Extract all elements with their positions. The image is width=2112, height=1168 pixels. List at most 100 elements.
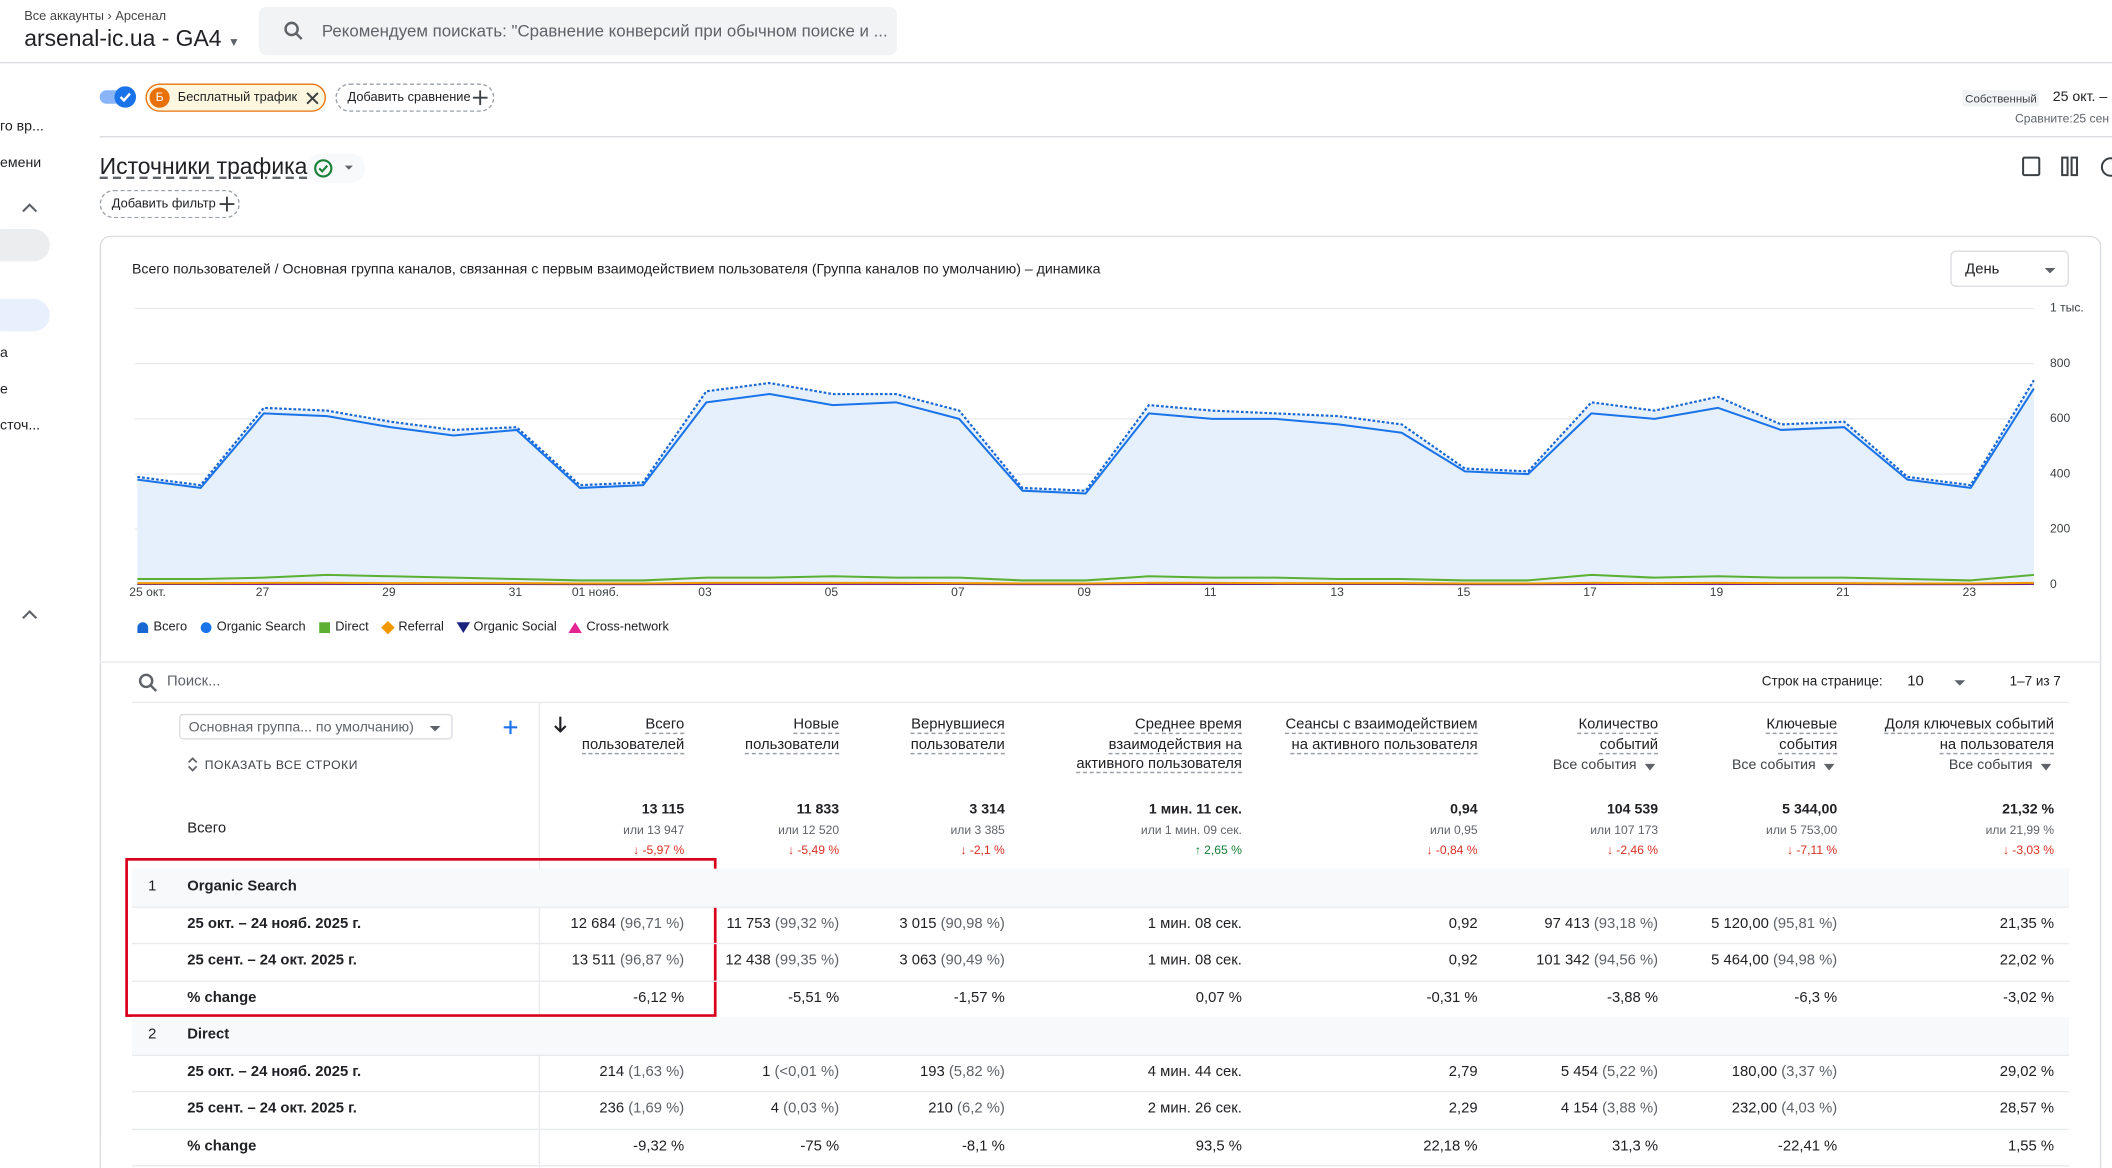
table-cell: 28,57 % (2000, 1100, 2054, 1116)
cell-share: (6,2 %) (957, 1100, 1005, 1117)
x-tick-label: 09 (1078, 585, 1092, 599)
legend-item[interactable]: Всего (136, 620, 187, 634)
legend-item[interactable]: Cross-network (568, 619, 669, 635)
cell-value: -75 % (800, 1137, 840, 1154)
toggle[interactable] (99, 86, 138, 108)
table-cell: -3,02 % (2003, 989, 2054, 1005)
total-compare: или 3 385 (950, 822, 1005, 837)
chip-label[interactable]: Бесплатный трафик (177, 90, 298, 106)
dropdown-caret[interactable] (1953, 679, 1966, 687)
compare-range[interactable]: Сравните:25 сен (2015, 111, 2110, 126)
dropdown-caret[interactable] (1644, 763, 1656, 771)
series-line (137, 387, 2035, 495)
cell-value: 2 мин. 26 сек. (1147, 1100, 1242, 1117)
total-compare: или 0,95 (1430, 822, 1478, 837)
legend-item[interactable]: Organic Social (456, 620, 557, 634)
granularity-value[interactable]: День (1965, 261, 2000, 278)
add-comparison[interactable]: Добавить сравнение (335, 83, 495, 112)
breadcrumb-item[interactable]: Арсенал (115, 9, 167, 25)
column-header[interactable]: Всего пользователей (576, 715, 684, 754)
total-change: ↓ -5,97 % (633, 843, 685, 857)
cell-share: (90,98 %) (940, 915, 1005, 932)
cell-value: 29,02 % (1999, 1063, 2055, 1080)
nav-item[interactable]: а (0, 344, 8, 361)
column-title: Всего пользователей (581, 716, 685, 753)
column-header[interactable]: Вернувшиеся пользователи (897, 715, 1005, 754)
property-selector[interactable]: arsenal-ic.ua - GA4 ▼ (24, 26, 240, 53)
add-comparison-label[interactable]: Добавить сравнение (347, 90, 471, 106)
column-header[interactable]: Новые пользователи (731, 715, 839, 754)
cell-value: 5 120,00 (1711, 915, 1769, 932)
granularity-select[interactable]: День (1950, 250, 2069, 287)
legend-item[interactable]: Referral (380, 620, 444, 634)
show-all-rows[interactable]: ПОКАЗАТЬ ВСЕ СТРОКИ (204, 758, 358, 772)
table-cell: 5 464,00 (94,98 %) (1711, 952, 1837, 968)
column-header[interactable]: Среднее время взаимодействия на активног… (1072, 715, 1242, 774)
collapse-icon[interactable] (20, 202, 39, 215)
legend-item[interactable]: Organic Search (199, 620, 306, 634)
column-header[interactable]: Доля ключевых событий на пользователя (1879, 715, 2054, 754)
breadcrumb[interactable]: Все аккаунты › Арсенал (24, 9, 166, 24)
table-cell: -5,51 % (788, 989, 839, 1005)
total-change: ↓ -7,11 % (1786, 843, 1838, 857)
table-cell: 0,92 (1449, 952, 1478, 968)
date-range[interactable]: 25 окт. – (2052, 88, 2108, 106)
dropdown-caret[interactable] (2040, 763, 2052, 771)
x-tick-label: 07 (951, 585, 965, 599)
report-title[interactable]: Источники трафика (99, 153, 308, 180)
chart-title: Всего пользователей / Основная группа ка… (132, 261, 1101, 278)
group-row[interactable] (132, 1016, 2069, 1054)
x-tick-label: 11 (1204, 585, 1217, 599)
cell-value: 31,3 % (1611, 1137, 1659, 1154)
breadcrumb-item[interactable]: Все аккаунты (24, 9, 104, 25)
x-tick-label: 25 окт. (129, 585, 166, 599)
search-placeholder[interactable]: Рекомендуем поискать: "Сравнение конверс… (321, 21, 888, 41)
column-filter[interactable]: Все события (1948, 756, 2033, 774)
nav-item[interactable]: е (0, 381, 8, 398)
nav-item[interactable]: сточ... (0, 417, 41, 434)
add-filter-label[interactable]: Добавить фильтр (111, 196, 216, 212)
total-value: 0,94 (1450, 801, 1478, 818)
cell-share: (90,49 %) (940, 952, 1005, 969)
dimension-select[interactable]: Основная группа... по умолчанию) (179, 713, 453, 740)
x-tick-label: 17 (1583, 585, 1597, 599)
dimension-label[interactable]: Основная группа... по умолчанию) (188, 719, 414, 736)
table-search[interactable]: Поиск... (167, 673, 221, 690)
total-change: ↑ 2,65 % (1194, 843, 1242, 857)
legend-item[interactable]: Direct (318, 620, 369, 634)
add-filter[interactable]: Добавить фильтр (99, 189, 240, 219)
table-cell: 4 154 (3,88 %) (1561, 1100, 1658, 1116)
property-name[interactable]: arsenal-ic.ua - GA4 (24, 25, 222, 52)
table-cell: 101 342 (94,56 %) (1536, 952, 1658, 968)
nav-item[interactable]: го вр... (0, 118, 44, 135)
nav-item[interactable]: емени (0, 154, 42, 172)
column-filter[interactable]: Все события (1731, 756, 1816, 774)
search-box[interactable]: Рекомендуем поискать: "Сравнение конверс… (258, 6, 898, 56)
comparison-chip[interactable]: Б Бесплатный трафик (145, 83, 326, 112)
collapse-icon[interactable] (20, 609, 39, 622)
dropdown-caret[interactable] (1823, 763, 1835, 771)
table-cell: 236 (1,69 %) (599, 1100, 684, 1116)
cell-share: (93,18 %) (1593, 915, 1659, 932)
plus-icon (472, 90, 488, 106)
group-row[interactable] (132, 868, 2069, 906)
column-header[interactable]: Ключевые события (1756, 715, 1837, 754)
date-range-type[interactable]: Собственный (1962, 90, 2040, 107)
legend-label: Cross-network (586, 619, 669, 635)
table-cell: 214 (1,63 %) (599, 1063, 684, 1079)
column-header[interactable]: Сеансы с взаимодействием на активного по… (1281, 715, 1477, 754)
column-filter[interactable]: Все события (1552, 756, 1637, 774)
report-status[interactable] (307, 153, 366, 184)
report-actions[interactable] (2020, 155, 2112, 179)
add-dimension[interactable] (502, 719, 518, 735)
table-cell: 0,92 (1449, 915, 1478, 931)
table-cell: -3,88 % (1607, 989, 1658, 1005)
series-line (137, 581, 2034, 585)
rows-per-page[interactable]: 10 (1907, 673, 1924, 690)
column-header[interactable]: Количество событий (1564, 715, 1659, 754)
table-cell: 1 (<0,01 %) (762, 1063, 839, 1079)
total-value: 104 539 (1606, 801, 1659, 818)
sort-icon[interactable] (552, 715, 568, 734)
total-change: ↓ -3,03 % (2002, 843, 2055, 857)
chip-remove[interactable] (306, 92, 319, 105)
